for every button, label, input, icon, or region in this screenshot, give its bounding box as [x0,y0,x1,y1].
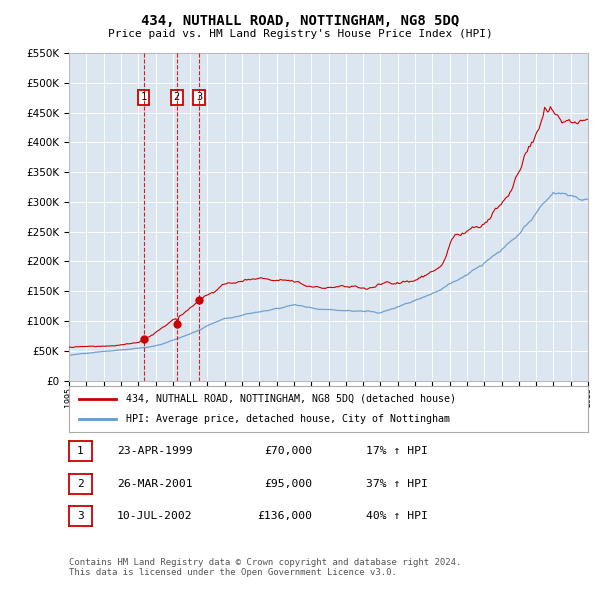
Text: 434, NUTHALL ROAD, NOTTINGHAM, NG8 5DQ: 434, NUTHALL ROAD, NOTTINGHAM, NG8 5DQ [141,14,459,28]
Text: 2: 2 [77,479,84,489]
Text: 3: 3 [196,92,202,102]
Text: 26-MAR-2001: 26-MAR-2001 [117,479,193,489]
Text: 40% ↑ HPI: 40% ↑ HPI [366,512,428,521]
Text: Contains HM Land Registry data © Crown copyright and database right 2024.
This d: Contains HM Land Registry data © Crown c… [69,558,461,577]
Text: £70,000: £70,000 [264,447,312,456]
Text: 2: 2 [173,92,180,102]
Text: Price paid vs. HM Land Registry's House Price Index (HPI): Price paid vs. HM Land Registry's House … [107,30,493,39]
Text: 17% ↑ HPI: 17% ↑ HPI [366,447,428,456]
Text: £136,000: £136,000 [257,512,312,521]
Text: 37% ↑ HPI: 37% ↑ HPI [366,479,428,489]
Text: 434, NUTHALL ROAD, NOTTINGHAM, NG8 5DQ (detached house): 434, NUTHALL ROAD, NOTTINGHAM, NG8 5DQ (… [126,394,456,404]
Text: 1: 1 [140,92,146,102]
Text: HPI: Average price, detached house, City of Nottingham: HPI: Average price, detached house, City… [126,414,450,424]
Text: 1: 1 [77,447,84,456]
Text: 10-JUL-2002: 10-JUL-2002 [117,512,193,521]
Text: 23-APR-1999: 23-APR-1999 [117,447,193,456]
Text: £95,000: £95,000 [264,479,312,489]
Text: 3: 3 [77,512,84,521]
